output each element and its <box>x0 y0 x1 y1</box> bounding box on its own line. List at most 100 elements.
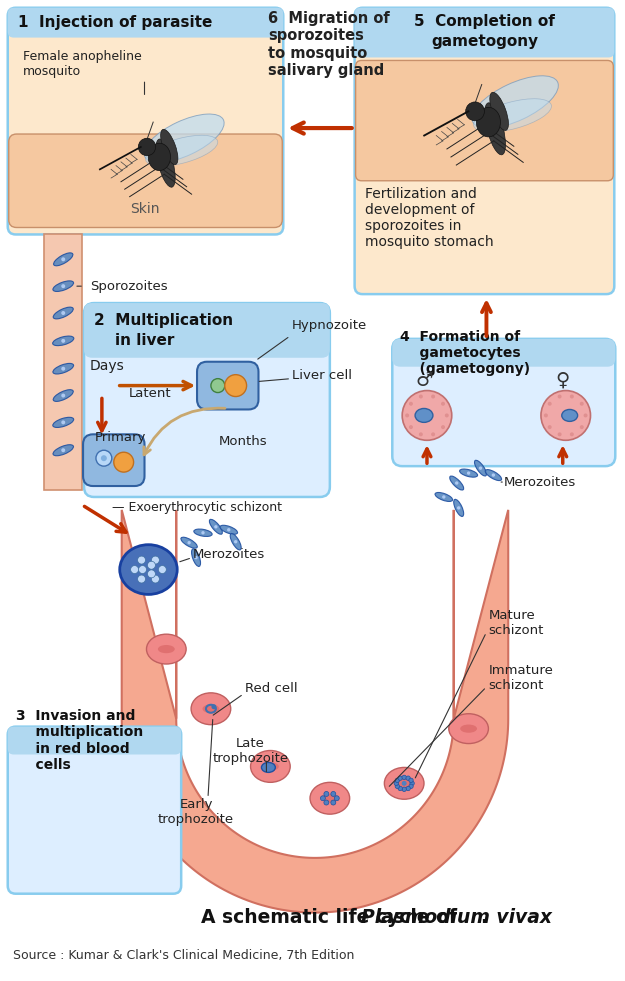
Text: Merozoites: Merozoites <box>503 476 576 489</box>
FancyBboxPatch shape <box>8 8 283 37</box>
Circle shape <box>114 452 134 472</box>
Circle shape <box>188 541 191 544</box>
Ellipse shape <box>262 762 279 771</box>
Circle shape <box>395 784 399 789</box>
Circle shape <box>442 495 446 498</box>
Text: Skin: Skin <box>130 202 159 216</box>
Ellipse shape <box>161 129 178 165</box>
Text: Merozoites: Merozoites <box>193 548 266 561</box>
Ellipse shape <box>181 538 198 548</box>
Text: ♀: ♀ <box>556 371 570 389</box>
Text: Source : Kumar & Clark's Clinical Medicine, 7th Edition: Source : Kumar & Clark's Clinical Medici… <box>12 949 354 961</box>
FancyBboxPatch shape <box>8 8 283 234</box>
Circle shape <box>406 787 411 791</box>
Circle shape <box>334 796 339 800</box>
Text: in liver: in liver <box>94 334 174 348</box>
Ellipse shape <box>310 782 349 814</box>
Circle shape <box>457 506 461 509</box>
Ellipse shape <box>459 469 478 477</box>
Ellipse shape <box>460 725 477 733</box>
Ellipse shape <box>261 762 276 772</box>
Ellipse shape <box>476 107 501 137</box>
Ellipse shape <box>148 143 171 171</box>
FancyBboxPatch shape <box>83 435 144 486</box>
Text: ♂: ♂ <box>415 371 432 389</box>
Circle shape <box>419 394 423 398</box>
Circle shape <box>331 800 336 805</box>
Text: Late
trophozoite: Late trophozoite <box>213 737 289 764</box>
Circle shape <box>570 433 574 437</box>
Circle shape <box>225 375 247 396</box>
Ellipse shape <box>194 529 212 537</box>
Ellipse shape <box>474 460 486 476</box>
Circle shape <box>441 425 445 429</box>
Ellipse shape <box>202 704 219 713</box>
Text: gametogony: gametogony <box>431 34 538 49</box>
Circle shape <box>548 425 552 429</box>
Text: 5  Completion of: 5 Completion of <box>414 14 555 29</box>
Text: 4  Formation of
    gametocytes
    (gametogony): 4 Formation of gametocytes (gametogony) <box>400 330 531 376</box>
Circle shape <box>431 433 435 437</box>
Ellipse shape <box>562 409 578 422</box>
Circle shape <box>96 450 112 466</box>
Circle shape <box>321 796 326 800</box>
Circle shape <box>441 402 445 406</box>
Polygon shape <box>44 234 82 490</box>
Ellipse shape <box>52 336 74 345</box>
Ellipse shape <box>220 525 238 535</box>
Text: Sporozoites: Sporozoites <box>90 280 168 292</box>
Circle shape <box>445 413 449 418</box>
Circle shape <box>548 402 552 406</box>
Ellipse shape <box>156 139 175 187</box>
Circle shape <box>61 311 65 315</box>
Text: Immature
schizont: Immature schizont <box>488 664 553 692</box>
Circle shape <box>61 448 65 452</box>
FancyBboxPatch shape <box>84 303 330 358</box>
Circle shape <box>398 787 402 791</box>
Ellipse shape <box>53 389 73 401</box>
Circle shape <box>395 778 399 783</box>
Text: Early
trophozoite: Early trophozoite <box>158 799 234 826</box>
Circle shape <box>410 781 414 786</box>
Circle shape <box>234 540 238 543</box>
Circle shape <box>455 482 458 485</box>
Circle shape <box>558 394 562 398</box>
Circle shape <box>331 792 336 797</box>
Circle shape <box>61 367 65 371</box>
Ellipse shape <box>146 634 186 664</box>
Circle shape <box>138 556 146 564</box>
Ellipse shape <box>53 363 74 374</box>
Circle shape <box>61 421 65 425</box>
Circle shape <box>431 394 435 398</box>
Ellipse shape <box>485 470 502 481</box>
Circle shape <box>492 474 495 477</box>
Circle shape <box>211 704 216 709</box>
Ellipse shape <box>191 693 231 725</box>
Circle shape <box>409 778 413 783</box>
Ellipse shape <box>450 476 464 490</box>
Circle shape <box>409 402 413 406</box>
FancyBboxPatch shape <box>354 8 614 58</box>
Text: .: . <box>480 908 487 927</box>
Circle shape <box>324 800 329 805</box>
Circle shape <box>402 787 406 792</box>
Ellipse shape <box>472 76 558 129</box>
Circle shape <box>541 390 591 440</box>
Text: 2  Multiplication: 2 Multiplication <box>94 314 233 329</box>
Text: 6  Migration of
sporozoites
to mosquito
salivary gland: 6 Migration of sporozoites to mosquito s… <box>268 11 390 77</box>
Ellipse shape <box>54 253 73 266</box>
Ellipse shape <box>435 492 452 501</box>
Circle shape <box>194 556 198 559</box>
Circle shape <box>405 413 409 418</box>
FancyBboxPatch shape <box>9 134 282 228</box>
Ellipse shape <box>53 307 73 319</box>
FancyBboxPatch shape <box>392 338 615 466</box>
Circle shape <box>61 284 65 288</box>
Circle shape <box>580 402 584 406</box>
Circle shape <box>201 531 204 535</box>
Circle shape <box>406 776 411 780</box>
Circle shape <box>402 781 407 786</box>
Circle shape <box>227 528 231 532</box>
Circle shape <box>467 472 470 475</box>
Text: Liver cell: Liver cell <box>292 369 352 383</box>
